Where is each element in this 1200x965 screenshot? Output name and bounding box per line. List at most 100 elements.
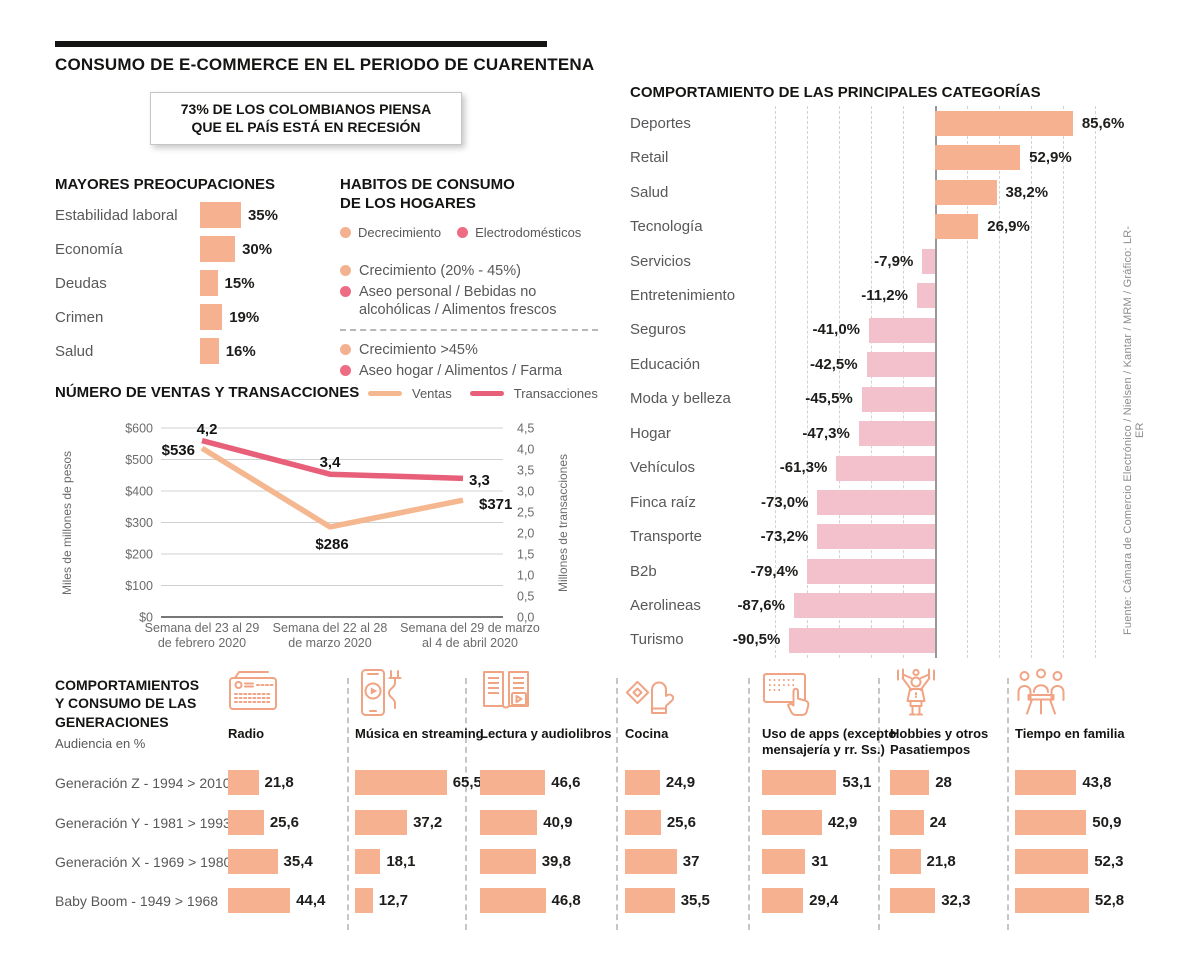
bar [1015, 770, 1077, 795]
category-label: Crimen [55, 308, 104, 326]
category-label: Salud [55, 342, 94, 360]
value-label: 52,8 [1094, 892, 1125, 909]
y-axis-tick-right: 1,0 [517, 569, 534, 583]
category-label: Servicios [630, 252, 691, 270]
value-label: 35,4 [283, 853, 313, 870]
column-label: Hobbies y otros Pasatiempos [890, 726, 989, 757]
value-label: 46,8 [551, 892, 581, 909]
concern-row: Salud 16% [55, 334, 360, 368]
value-label: 29,4 [809, 892, 839, 909]
category-label: Aerolineas [630, 597, 701, 615]
bar [858, 421, 935, 447]
value-label: 24 [929, 814, 947, 831]
x-axis-label: Semana del 23 al 29 [145, 621, 260, 635]
gridline [807, 106, 808, 658]
apps-usage-icon [762, 668, 814, 718]
gridline [871, 106, 872, 658]
value-label: 50,9 [1092, 814, 1122, 831]
bar-row: 21,8 [228, 770, 294, 795]
bar [200, 304, 223, 330]
value-label: -73,0% [760, 493, 809, 511]
sales-chart-title: NÚMERO DE VENTAS Y TRANSACCIONES [55, 384, 360, 401]
divider [340, 328, 598, 331]
value-label: 43,8 [1082, 774, 1112, 791]
sales-legend: Ventas Transacciones [368, 386, 606, 401]
data-label: $536 [162, 442, 195, 459]
y-axis-tick-left: $100 [125, 579, 153, 593]
y-axis-tick-right: 4,0 [517, 443, 534, 457]
bar-row: 43,8 [1015, 770, 1112, 795]
bar-row: 42,9 [762, 810, 857, 835]
value-label: 30% [242, 240, 273, 258]
bar-row: 24 [890, 810, 946, 835]
bar [922, 248, 935, 274]
legend-dot-peach [340, 226, 351, 238]
bar [228, 849, 278, 874]
bar [866, 352, 935, 378]
category-label: Tecnología [630, 218, 703, 236]
generation-row-label: Baby Boom - 1949 > 1968 [55, 893, 219, 909]
legend-label: Crecimiento >45% [359, 341, 478, 358]
gridline [903, 106, 904, 658]
category-label: Educación [630, 355, 701, 373]
column-separator [878, 678, 880, 930]
value-label: 38,2% [1005, 183, 1049, 201]
generation-row-label: Generación Y - 1981 > 1993 [55, 815, 231, 831]
column-separator [347, 678, 349, 930]
category-label: Deportes [630, 114, 691, 132]
value-label: 37,2 [413, 814, 443, 831]
legend-item: Crecimiento >45% [340, 341, 604, 359]
title-rule [55, 41, 547, 47]
legend-label: Decrecimiento [358, 224, 442, 240]
gridline [1031, 106, 1032, 658]
value-label: -79,4% [750, 562, 799, 580]
value-label: 16% [225, 342, 256, 360]
bar-row: 50,9 [1015, 810, 1121, 835]
concern-row: Economía 30% [55, 232, 360, 266]
value-label: 21,8 [926, 853, 956, 870]
value-label: 15% [224, 274, 255, 292]
column-label: Música en streaming [355, 726, 484, 741]
y-axis-tick-right: 2,5 [517, 506, 534, 520]
legend-label: Aseo personal / Bebidas no alcohólicas /… [359, 283, 557, 318]
gridline [967, 106, 968, 658]
bar [355, 888, 373, 913]
value-label: 25,6 [666, 814, 697, 831]
cooking-icon [625, 668, 677, 716]
bar [1015, 888, 1089, 913]
bar [890, 849, 921, 874]
value-label: 24,9 [665, 774, 696, 791]
legend-label: Electrodomésticos [475, 224, 582, 240]
bar-row: 31 [762, 849, 828, 874]
series-line-ventas [200, 445, 464, 530]
concern-row: Deudas 15% [55, 266, 360, 300]
value-label: 46,6 [551, 774, 581, 791]
music-streaming-icon [355, 668, 405, 718]
value-label: 40,9 [543, 814, 573, 831]
bar [625, 888, 675, 913]
legend-swatch-ventas [368, 391, 402, 396]
column-label: Cocina [625, 726, 669, 741]
value-label: -47,3% [802, 424, 850, 442]
bar-row: 28 [890, 770, 952, 795]
habits-groups: Crecimiento (20% - 45%) Aseo personal / B… [340, 262, 604, 381]
x-axis-label: Semana del 29 de marzo [400, 621, 540, 635]
value-label: 18,1 [386, 853, 416, 870]
value-label: -42,5% [810, 355, 858, 373]
column-separator [748, 678, 750, 930]
bar-row: 25,6 [625, 810, 696, 835]
value-label: -45,5% [805, 390, 853, 408]
value-label: 35,5 [680, 892, 710, 909]
gridline [839, 106, 840, 658]
column-separator [616, 678, 618, 930]
legend-label: Aseo hogar / Alimentos / Farma [359, 363, 563, 379]
bar [916, 283, 935, 309]
family-time-icon [1015, 668, 1067, 718]
bar [935, 179, 997, 205]
bar [935, 145, 1021, 171]
bar [868, 317, 935, 343]
habit-group: Crecimiento (20% - 45%) Aseo personal / B… [340, 262, 604, 319]
gridline [999, 106, 1000, 658]
value-label: -73,2% [760, 528, 809, 546]
y-axis-tick-right: 0,0 [517, 611, 534, 625]
